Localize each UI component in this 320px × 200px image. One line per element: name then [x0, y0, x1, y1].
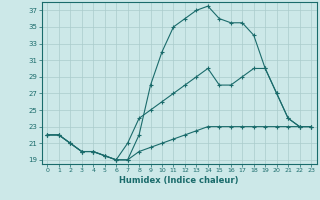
- X-axis label: Humidex (Indice chaleur): Humidex (Indice chaleur): [119, 176, 239, 185]
